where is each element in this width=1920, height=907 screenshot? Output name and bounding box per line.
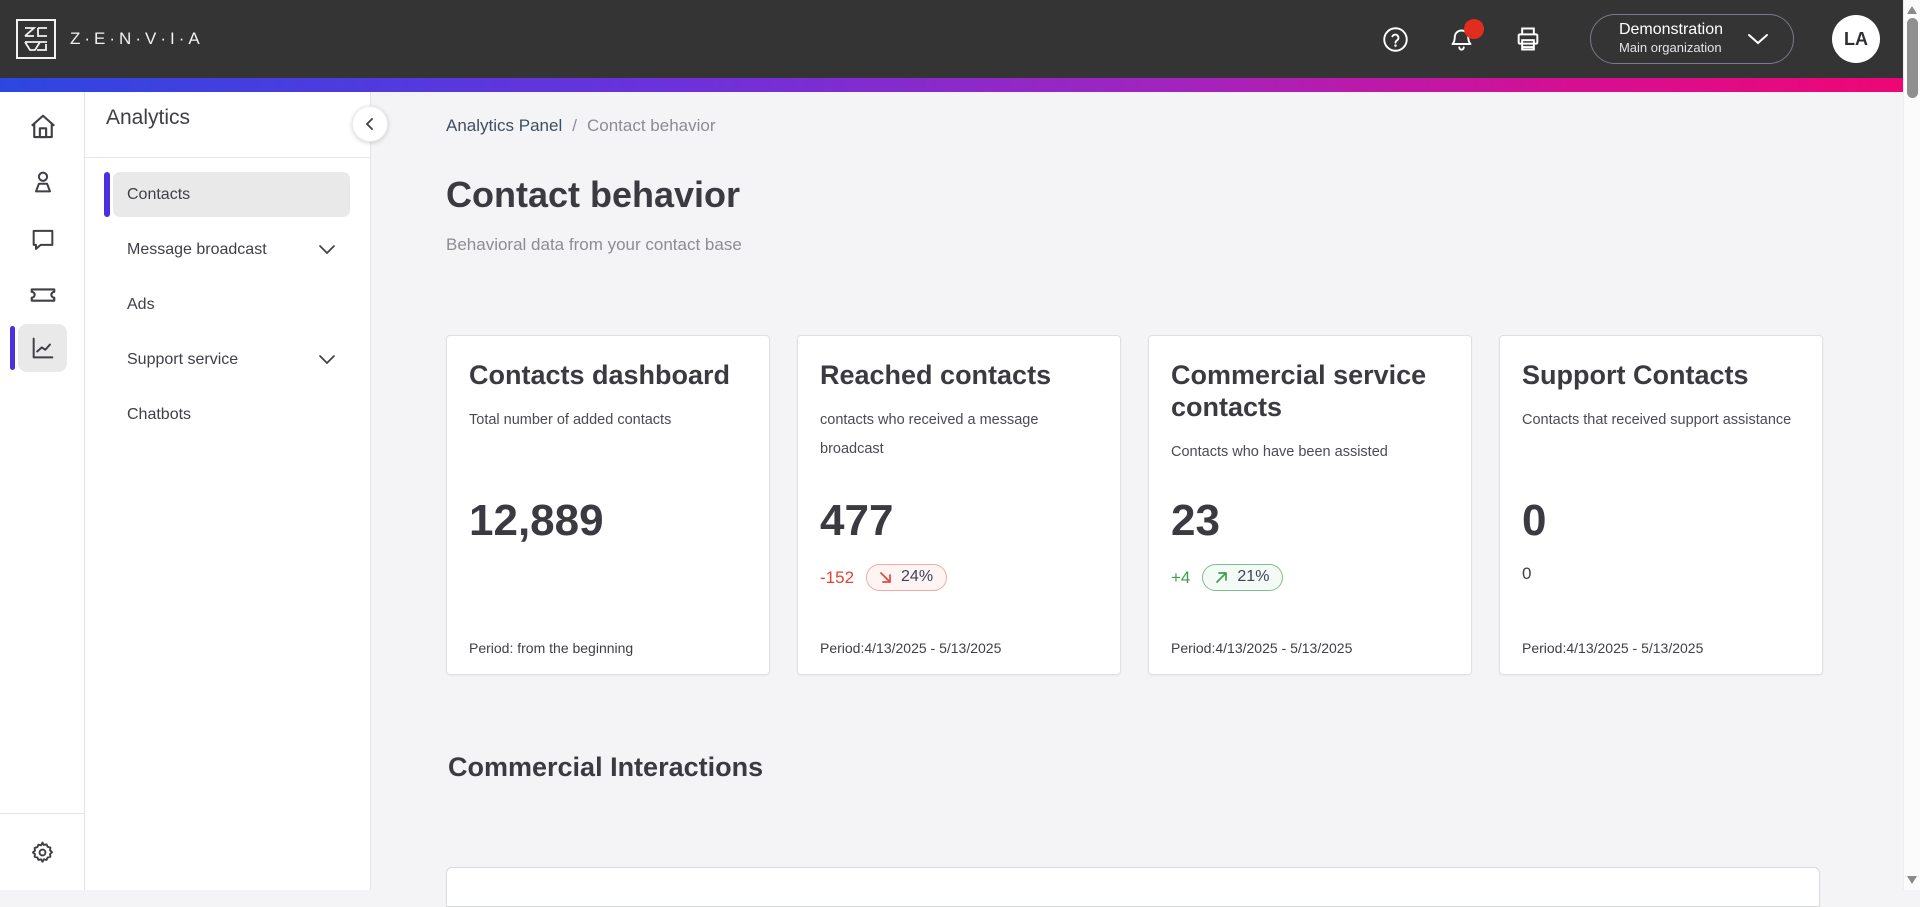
scrollbar-down-arrow[interactable] (1906, 875, 1918, 885)
zenvia-logo: Z·E·N·V·I·A (16, 19, 204, 59)
user-avatar[interactable]: LA (1832, 15, 1880, 63)
sidebar-item-label: Support service (127, 350, 239, 368)
card-value: 0 (1522, 496, 1547, 545)
card-delta-row: -152 24% (820, 564, 948, 591)
chevron-down-icon (1745, 31, 1771, 47)
help-icon[interactable] (1382, 25, 1410, 53)
delta-value: 0 (1522, 564, 1532, 583)
analytics-sidebar: Analytics Contacts Message broadcast Ads… (85, 92, 388, 890)
sidebar-divider (85, 157, 371, 158)
card-period: Period:4/13/2025 - 5/13/2025 (820, 640, 1002, 656)
rail-home-icon[interactable] (18, 103, 67, 151)
page-title: Contact behavior (446, 174, 741, 215)
breadcrumb-analytics-panel[interactable]: Analytics Panel (446, 116, 563, 135)
delta-value: -152 (820, 567, 855, 587)
breadcrumb-separator: / (572, 116, 577, 135)
card-value: 23 (1171, 496, 1220, 545)
sidebar-item-ads[interactable]: Ads (113, 282, 350, 327)
commercial-interactions-card (446, 867, 1820, 907)
chevron-down-icon (319, 355, 335, 365)
card-reached-contacts: Reached contacts contacts who received a… (797, 335, 1121, 675)
icon-rail (0, 92, 85, 890)
brand-gradient-bar (0, 78, 1920, 92)
rail-contacts-icon[interactable] (18, 158, 67, 206)
chevron-down-icon (319, 245, 335, 255)
card-delta-row: +4 21% (1171, 564, 1284, 591)
card-description: Contacts who have been assisted (1171, 443, 1388, 460)
sidebar-item-message-broadcast[interactable]: Message broadcast (113, 227, 350, 272)
sidebar-item-label: Ads (127, 295, 155, 313)
rail-conversations-icon[interactable] (18, 215, 67, 263)
card-description: Contacts that received support assistanc… (1522, 411, 1792, 428)
kpi-cards-row: Contacts dashboard Total number of added… (446, 335, 1823, 675)
rail-tickets-icon[interactable] (18, 271, 67, 319)
sidebar-item-support-service[interactable]: Support service (113, 337, 350, 382)
organization-name: Demonstration (1618, 21, 1723, 39)
brand-name: Z·E·N·V·I·A (70, 29, 204, 48)
sidebar-item-label: Chatbots (127, 405, 192, 423)
card-support-contacts: Support Contacts Contacts that received … (1499, 335, 1823, 675)
card-value: 477 (820, 496, 894, 545)
sidebar-item-label: Message broadcast (127, 240, 267, 258)
percent-value: 21% (1237, 568, 1270, 585)
notifications-bell-icon[interactable] (1448, 19, 1484, 53)
scrollbar-thumb[interactable] (1906, 18, 1918, 98)
card-period: Period: from the beginning (469, 640, 634, 656)
percent-value: 24% (901, 568, 934, 585)
trend-down-arrow-icon (880, 571, 891, 583)
section-title-commercial-interactions: Commercial Interactions (448, 752, 764, 782)
sidebar-item-label: Contacts (127, 185, 191, 203)
top-bar: Z·E·N·V·I·A (0, 0, 1920, 78)
chevron-left-icon (365, 118, 373, 130)
main-content: Analytics Panel / Contact behavior Conta… (372, 92, 1903, 907)
rail-settings-gear-icon[interactable] (18, 828, 67, 876)
organization-switcher[interactable]: Demonstration Main organization (1589, 14, 1794, 64)
page-subtitle: Behavioral data from your contact base (446, 235, 742, 254)
sidebar-item-chatbots[interactable]: Chatbots (113, 392, 350, 437)
rail-active-indicator (10, 326, 15, 370)
card-title: Reached contacts (820, 360, 1052, 390)
rail-divider (0, 813, 85, 814)
sidebar-active-indicator (104, 172, 110, 217)
card-title: Support Contacts (1522, 360, 1749, 390)
card-period: Period:4/13/2025 - 5/13/2025 (1171, 640, 1353, 656)
page-scrollbar[interactable] (1903, 0, 1920, 890)
card-description: contacts who received a message broadcas… (820, 411, 1039, 457)
card-value: 12,889 (469, 496, 604, 545)
delta-value: +4 (1171, 567, 1191, 587)
percent-badge-down: 24% (866, 564, 948, 591)
scrollbar-up-arrow[interactable] (1906, 5, 1918, 15)
card-title: Contacts dashboard (469, 360, 731, 390)
card-description: Total number of added contacts (469, 411, 672, 428)
percent-badge-up: 21% (1202, 564, 1284, 591)
sidebar-collapse-button[interactable] (352, 106, 388, 142)
zenvia-logo-icon (16, 19, 56, 59)
rail-analytics-icon[interactable] (18, 324, 67, 372)
trend-up-arrow-icon (1216, 571, 1228, 583)
breadcrumb-current: Contact behavior (586, 116, 716, 135)
sidebar-item-contacts[interactable]: Contacts (104, 172, 350, 217)
card-commercial-service-contacts: Commercial service contacts Contacts who… (1148, 335, 1472, 675)
card-contacts-dashboard: Contacts dashboard Total number of added… (446, 335, 770, 675)
breadcrumb: Analytics Panel / Contact behavior (446, 116, 716, 136)
card-delta-row: 0 (1522, 564, 1531, 584)
card-period: Period:4/13/2025 - 5/13/2025 (1522, 640, 1704, 656)
notification-badge (1463, 19, 1484, 39)
sidebar-title: Analytics (106, 106, 191, 129)
organization-subname: Main organization (1618, 40, 1722, 56)
print-icon[interactable] (1514, 25, 1542, 53)
card-title: Commercial service contacts (1171, 360, 1427, 422)
